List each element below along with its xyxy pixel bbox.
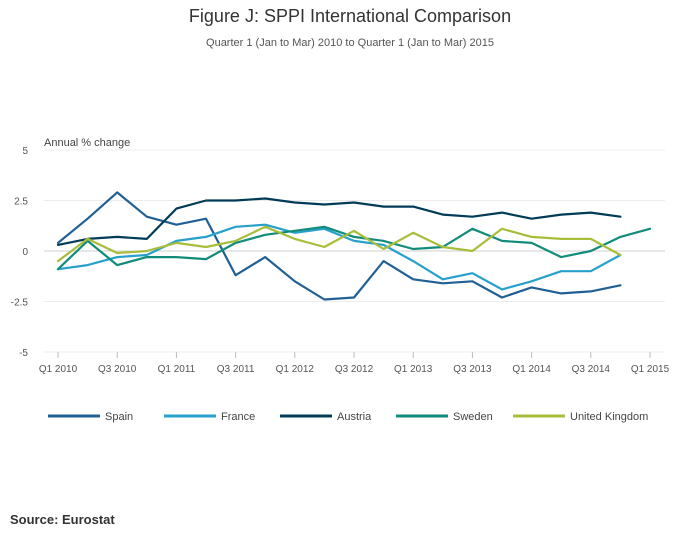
chart-subtitle: Quarter 1 (Jan to Mar) 2010 to Quarter 1… xyxy=(206,37,494,49)
series-lines xyxy=(56,191,652,301)
source-note: Source: Eurostat xyxy=(10,512,115,527)
x-tick-label: Q3 2013 xyxy=(453,364,492,375)
y-axis: 5 2.5 0 -2.5 -5 xyxy=(11,146,29,359)
y-tick-label: -2.5 xyxy=(11,298,29,309)
legend-label: Austria xyxy=(337,411,372,423)
x-tick-label: Q1 2014 xyxy=(512,364,551,375)
legend-label: Spain xyxy=(105,411,133,423)
x-tick-label: Q3 2011 xyxy=(217,364,255,375)
legend-label: United Kingdom xyxy=(570,411,648,423)
series-line-sweden xyxy=(56,225,652,271)
y-tick-label: 5 xyxy=(22,146,28,157)
legend-label: France xyxy=(221,411,255,423)
series-line-spain xyxy=(56,191,622,301)
x-tick-label: Q1 2015 xyxy=(631,364,670,375)
x-tick-label: Q3 2010 xyxy=(98,364,137,375)
x-tick-label: Q3 2012 xyxy=(335,364,374,375)
y-tick-label: -5 xyxy=(19,348,28,359)
x-tick-label: Q1 2010 xyxy=(39,364,78,375)
legend: Spain France Austria Sweden United Kingdom xyxy=(48,411,648,423)
legend-label: Sweden xyxy=(453,411,493,423)
y-tick-label: 2.5 xyxy=(14,197,28,208)
series-line-united-kingdom xyxy=(56,225,622,263)
y-axis-label: Annual % change xyxy=(44,137,130,149)
series-line-austria xyxy=(56,197,622,246)
chart-title: Figure J: SPPI International Comparison xyxy=(188,6,512,26)
series-line-france xyxy=(56,223,622,291)
x-tick-label: Q3 2014 xyxy=(572,364,611,375)
x-tick-label: Q1 2011 xyxy=(158,364,196,375)
x-tick-label: Q1 2012 xyxy=(276,364,315,375)
x-axis: Q1 2010 Q3 2010 Q1 2011 Q3 2011 Q1 2012 Q3 20… xyxy=(39,352,670,375)
y-tick-label: 0 xyxy=(22,247,28,258)
x-tick-label: Q1 2013 xyxy=(394,364,433,375)
